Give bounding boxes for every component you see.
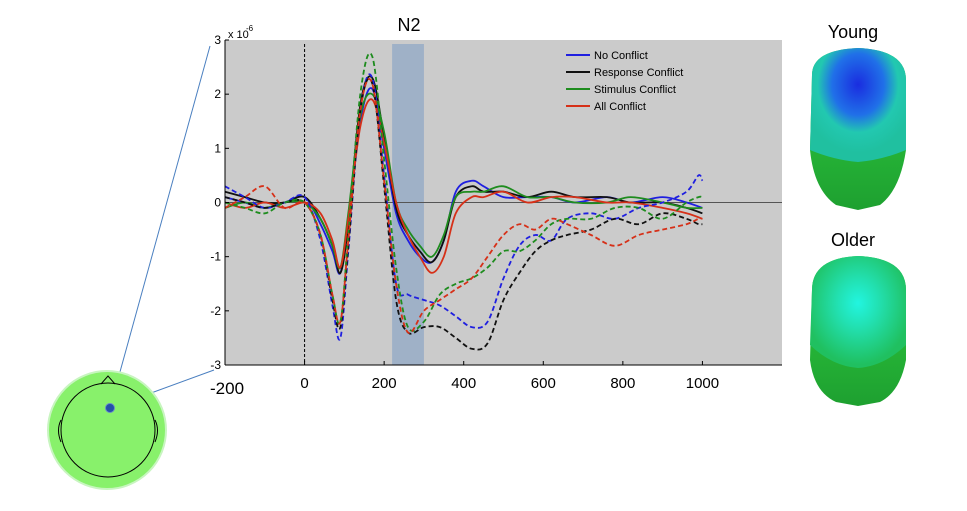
legend-label: All Conflict bbox=[594, 101, 646, 113]
x-tick-label: 200 bbox=[372, 375, 397, 392]
x-tick-label: 1000 bbox=[686, 375, 719, 392]
nose-outline bbox=[100, 375, 116, 385]
y-tick-label: 3 bbox=[214, 33, 221, 47]
legend-label: Response Conflict bbox=[594, 67, 683, 79]
series-line-all-conflict-solid bbox=[224, 98, 703, 274]
y-tick-label: -2 bbox=[210, 304, 221, 318]
x-tick-label: 600 bbox=[531, 375, 556, 392]
young-scalp-map bbox=[810, 48, 906, 210]
connector-line-upper bbox=[109, 45, 211, 409]
x-tick-label: 0 bbox=[300, 375, 308, 392]
legend-label: Stimulus Conflict bbox=[594, 84, 676, 96]
y-tick-label: 0 bbox=[214, 196, 221, 210]
y-exponent-power: -6 bbox=[246, 24, 254, 33]
head-map-background bbox=[47, 370, 167, 490]
electrode-map bbox=[47, 45, 215, 490]
right-ear-outline bbox=[154, 419, 158, 443]
legend: No Conflict Response Conflict Stimulus Con… bbox=[566, 50, 683, 113]
y-exponent-base: x 10 bbox=[228, 29, 249, 41]
axis-layer: 3 2 1 0 -1 -2 -3 -200 0 200 400 600 800 1000 bbox=[210, 33, 782, 398]
y-tick-label: 2 bbox=[214, 87, 221, 101]
head-outline bbox=[60, 382, 156, 478]
older-label: Older bbox=[831, 230, 875, 250]
x-tick-label: -200 bbox=[210, 379, 244, 398]
left-ear-outline bbox=[58, 419, 62, 443]
series-line-all-conflict-dashed bbox=[224, 78, 703, 334]
series-line-stimulus-conflict-solid bbox=[224, 92, 703, 270]
series-layer bbox=[224, 52, 704, 351]
legend-label: No Conflict bbox=[594, 50, 648, 62]
y-tick-label: -3 bbox=[210, 358, 221, 372]
n2-label: N2 bbox=[397, 15, 420, 35]
x-tick-label: 800 bbox=[610, 375, 635, 392]
young-label: Young bbox=[828, 22, 878, 42]
x-tick-label: 400 bbox=[451, 375, 476, 392]
y-tick-label: -1 bbox=[210, 250, 221, 264]
older-scalp-map bbox=[810, 256, 906, 406]
electrode-marker bbox=[105, 403, 115, 413]
y-tick-label: 1 bbox=[214, 141, 221, 155]
